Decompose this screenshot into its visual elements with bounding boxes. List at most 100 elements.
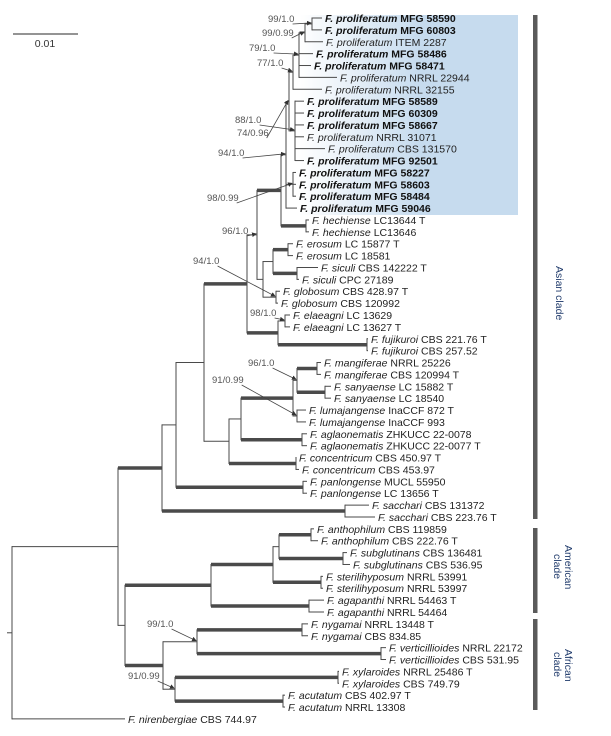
- taxon-label: F. proliferatum MFG 58590: [325, 13, 456, 25]
- species-name: F. fujikuroi: [371, 334, 419, 346]
- scale-bar: 0.01: [13, 33, 78, 50]
- clade-label-african: African clade: [551, 648, 574, 682]
- taxon-label: F. anthophilum CBS 222.76 T: [321, 536, 458, 548]
- support-value: 79/1.0: [249, 43, 275, 54]
- support-value: 98/1.0: [250, 308, 276, 319]
- strain-id: LC 13656 T: [384, 488, 439, 500]
- species-name: F. proliferatum: [307, 156, 379, 168]
- strain-id: LC13644 T: [374, 215, 426, 227]
- taxon-label: F. hechiense LC13646: [312, 227, 416, 239]
- species-name: F. proliferatum: [307, 96, 379, 108]
- species-name: F. acutatum: [288, 690, 342, 702]
- taxon-label: F. proliferatum MFG 58603: [299, 179, 430, 191]
- species-name: F. proliferatum: [325, 25, 397, 37]
- species-name: F. sacchari: [378, 512, 429, 524]
- species-name: F. concentricum: [299, 453, 373, 465]
- clade-label-asian: Asian clade: [553, 265, 565, 321]
- strain-id: CBS 223.76 T: [431, 512, 497, 524]
- species-name: F. sanyaense: [334, 381, 396, 393]
- taxon-label: F. proliferatum MFG 58484: [299, 191, 430, 203]
- strain-id: LC 18540: [399, 393, 445, 405]
- species-name: F. sanyaense: [334, 393, 396, 405]
- support-arrow: [291, 31, 305, 39]
- taxon-label: F. proliferatum CBS 131570: [328, 144, 457, 156]
- species-name: F. mangiferae: [324, 358, 388, 370]
- taxon-label: F. subglutinans CBS 136481: [350, 548, 482, 560]
- strain-id: CBS 450.97 T: [375, 453, 441, 465]
- strain-id: MFG 58484: [374, 191, 430, 203]
- taxon-label: F. lumajangense InaCCF 993: [309, 417, 445, 429]
- species-name: F. siculi: [321, 262, 356, 274]
- strain-id: MFG 60309: [382, 108, 438, 120]
- taxon-label: F. nygamai CBS 834.85: [311, 631, 421, 643]
- taxon-label: F. mangiferae CBS 120994 T: [324, 369, 460, 381]
- support-value: 98/0.99: [207, 193, 239, 204]
- species-name: F. panlongense: [310, 488, 381, 500]
- strain-id: NRRL 54463 T: [387, 595, 457, 607]
- species-name: F. elaeagni: [293, 322, 344, 334]
- species-name: F. fujikuroi: [371, 346, 419, 358]
- support-arrow: [273, 51, 299, 57]
- taxon-label: F. proliferatum MFG 58589: [307, 96, 438, 108]
- species-name: F. proliferatum: [300, 203, 372, 215]
- species-name: F. proliferatum: [314, 61, 386, 73]
- taxon-label: F. proliferatum MFG 58471: [314, 61, 445, 73]
- taxon-label: F. elaeagni LC 13627 T: [293, 322, 402, 334]
- species-name: F. proliferatum: [325, 13, 397, 25]
- taxon-label: F. xylaroides CBS 749.79: [342, 678, 460, 690]
- species-name: F. erosum: [296, 239, 342, 251]
- species-name: F. concentricum: [302, 464, 376, 476]
- species-name: F. erosum: [296, 251, 342, 263]
- taxon-label: F. elaeagni LC 13629: [293, 310, 392, 322]
- strain-id: LC 15882 T: [399, 381, 454, 393]
- species-name: F. proliferatum: [340, 72, 407, 84]
- taxon-label: F. globosum CBS 428.97 T: [283, 286, 409, 298]
- strain-id: MFG 58227: [374, 167, 430, 179]
- taxon-label: F. verticillioides CBS 531.95: [389, 655, 519, 667]
- species-name: F. proliferatum: [307, 108, 379, 120]
- taxon-label: F. concentricum CBS 453.97: [302, 464, 435, 476]
- species-name: F. hechiense: [312, 215, 371, 227]
- strain-id: CBS 222.76 T: [392, 536, 458, 548]
- strain-id: CPC 27189: [339, 274, 393, 286]
- species-name: F. sterilihyposum: [326, 571, 404, 583]
- taxon-label: F. sanyaense LC 15882 T: [334, 381, 454, 393]
- taxon-label: F. anthophilum CBS 119859: [317, 524, 447, 536]
- species-name: F. proliferatum: [307, 120, 379, 132]
- species-name: F. nygamai: [311, 619, 362, 631]
- strain-id: CBS 221.76 T: [421, 334, 487, 346]
- strain-id: CBS 834.85: [365, 631, 422, 643]
- species-name: F. sterilihyposum: [326, 583, 404, 595]
- taxon-label: F. proliferatum NRRL 31071: [307, 132, 437, 144]
- strain-id: CBS 428.97 T: [342, 286, 408, 298]
- support-arrow: [236, 182, 293, 204]
- taxon-label: F. sanyaense LC 18540: [334, 393, 444, 405]
- taxon-label: F. subglutinans CBS 536.95: [353, 559, 483, 571]
- strain-id: NRRL 32155: [394, 84, 454, 96]
- strain-id: NRRL 53997: [407, 583, 467, 595]
- species-name: F. aglaonematis: [310, 429, 384, 441]
- support-value: 74/0.96: [237, 128, 269, 139]
- strain-id: CBS 749.79: [403, 678, 460, 690]
- species-name: F. proliferatum: [328, 144, 395, 156]
- support-arrow: [266, 99, 289, 139]
- taxon-label: F. sacchari CBS 223.76 T: [378, 512, 497, 524]
- strain-id: LC 15877 T: [345, 239, 400, 251]
- taxon-label: F. proliferatum NRRL 32155: [325, 84, 455, 96]
- species-name: F. elaeagni: [293, 310, 344, 322]
- species-name: F. lumajangense: [309, 417, 385, 429]
- strain-id: CBS 536.95: [426, 559, 483, 571]
- taxon-label: F. acutatum CBS 402.97 T: [288, 690, 411, 702]
- taxon-label: F. proliferatum MFG 58486: [316, 49, 447, 61]
- taxon-label: F. nirenbergiae CBS 744.97: [128, 714, 257, 726]
- taxon-label: F. sterilihyposum NRRL 53997: [326, 583, 467, 595]
- taxon-label: F. lumajangense InaCCF 872 T: [309, 405, 455, 417]
- strain-id: CBS 120992: [340, 298, 400, 310]
- taxon-label: F. globosum CBS 120992: [281, 298, 400, 310]
- taxon-label: F. agapanthi NRRL 54463 T: [327, 595, 457, 607]
- support-values: 99/1.0 99/0.99 79/1.0 77/1.0 88/1.0 74/0.96 94…: [128, 14, 312, 689]
- support-arrow: [171, 628, 197, 642]
- species-name: F. xylaroides: [342, 678, 401, 690]
